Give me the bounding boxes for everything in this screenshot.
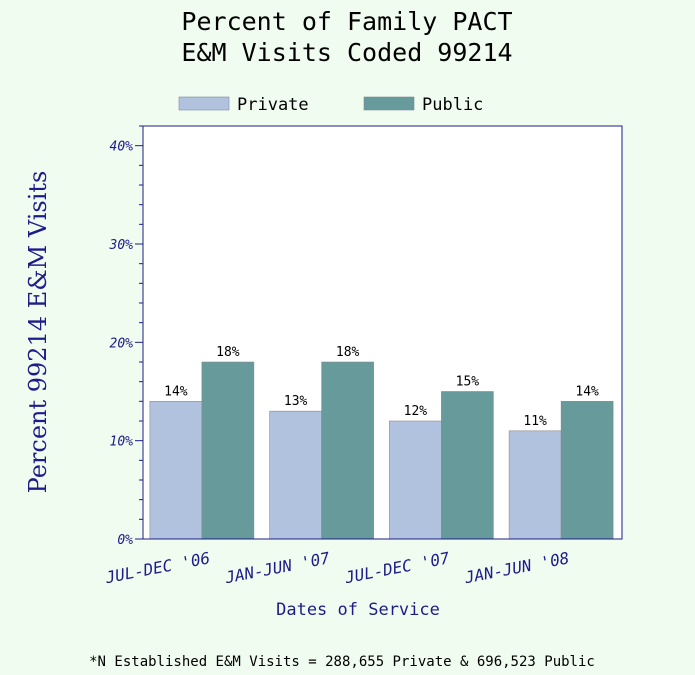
x-tick-label-1: JAN-JUN '07: [223, 548, 332, 587]
x-axis: JUL-DEC '06 JAN-JUN '07 JUL-DEC '07 JAN-JUN…: [103, 548, 571, 587]
bar-public-1: [321, 361, 374, 540]
chart-title-line-2: E&M Visits Coded 99214: [181, 38, 512, 67]
y-axis-title: Percent 99214 E&M Visits: [24, 171, 52, 494]
x-tick-label-3: JAN-JUN '08: [462, 548, 571, 587]
bar-private-2: [389, 420, 442, 540]
data-label-public-0: 18%: [216, 345, 240, 360]
bar-public-2: [441, 391, 494, 540]
data-label-private-1: 13%: [284, 394, 308, 409]
data-label-public-2: 15%: [456, 375, 480, 390]
bar-public-0: [201, 361, 255, 540]
data-labels: 14% 18% 13% 18% 12% 15% 11% 14%: [164, 345, 599, 429]
legend-swatch-private: [178, 96, 230, 111]
y-tick-label-3: 30%: [109, 238, 134, 253]
bars: [149, 361, 614, 540]
chart-title-line-1: Percent of Family PACT: [181, 7, 512, 36]
y-tick-label-0: 0%: [117, 533, 133, 548]
data-label-private-2: 12%: [404, 404, 428, 419]
footnote: *N Established E&M Visits = 288,655 Priv…: [89, 654, 595, 670]
bar-private-1: [269, 410, 322, 540]
bar-public-3: [560, 401, 614, 540]
bar-private-3: [508, 430, 562, 540]
legend-label-private: Private: [237, 95, 309, 115]
legend-label-public: Public: [422, 95, 483, 115]
x-tick-label-0: JUL-DEC '06: [103, 548, 212, 587]
data-label-private-0: 14%: [164, 384, 188, 399]
data-label-public-3: 14%: [575, 384, 599, 399]
y-tick-label-2: 20%: [110, 336, 134, 351]
legend-swatch-public: [363, 96, 415, 111]
plot-frame: [142, 125, 623, 540]
data-label-public-1: 18%: [336, 345, 360, 360]
x-tick-label-2: JUL-DEC '07: [343, 548, 452, 587]
y-axis: 0% 10% 20% 30% 40%: [109, 125, 143, 548]
data-label-private-3: 11%: [523, 414, 547, 429]
legend: Private Public: [178, 95, 483, 115]
bar-private-0: [149, 401, 203, 540]
y-tick-label-4: 40%: [110, 140, 134, 155]
x-axis-title: Dates of Service: [276, 600, 440, 620]
y-tick-label-1: 10%: [110, 435, 134, 450]
